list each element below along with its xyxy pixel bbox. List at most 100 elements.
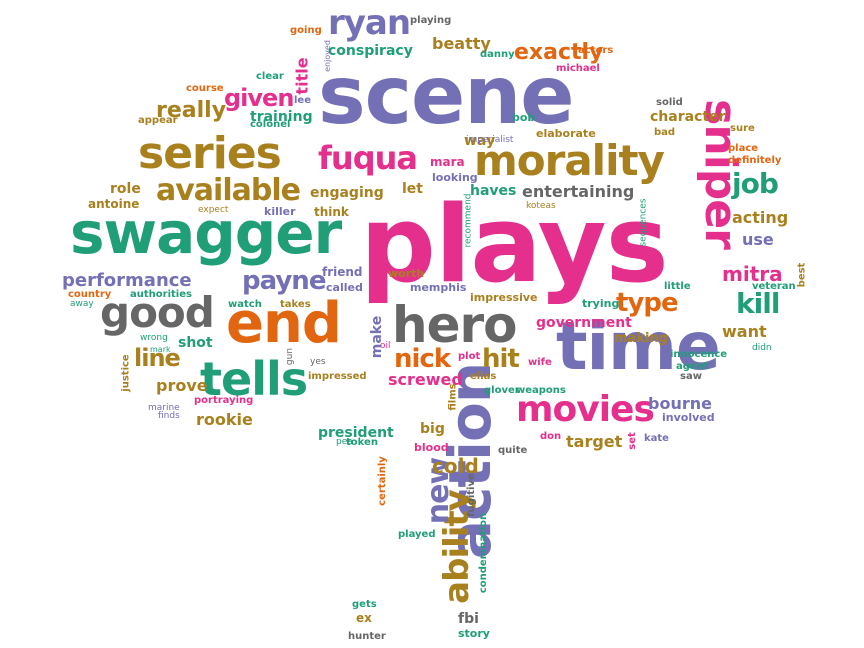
word-scene: scene [318, 49, 575, 142]
word-portraying: portraying [194, 395, 254, 406]
word-elias: elias [470, 371, 497, 382]
word-clear: clear [256, 71, 284, 82]
word-solid: solid [656, 97, 683, 108]
word-glover: glover [484, 385, 520, 396]
word-engaging: engaging [310, 185, 384, 201]
word-place: place [728, 143, 759, 154]
word-wrong: wrong [140, 333, 168, 343]
word-training: training [250, 109, 313, 125]
word-prove: prove [156, 376, 208, 395]
word-kill: kill [736, 287, 780, 320]
word-condemnation: condemnation [478, 512, 490, 594]
word-government: government [536, 315, 632, 331]
word-want: want [722, 322, 767, 341]
word-gun: gun [285, 347, 296, 366]
word-called: called [326, 281, 363, 294]
word-bourne: bourne [648, 394, 712, 413]
word-antoine: antoine [88, 197, 140, 211]
word-going: going [290, 25, 322, 36]
word-koteas: koteas [526, 201, 556, 211]
word-let: let [402, 181, 423, 197]
word-hero: hero [392, 296, 518, 354]
word-played: played [398, 529, 436, 540]
word-lee: lee [294, 95, 311, 106]
word-really: really [156, 98, 227, 123]
word-haves: haves [470, 183, 517, 199]
word-movies: movies [516, 389, 655, 430]
word-time: time [556, 308, 721, 385]
word-colonel: colonel [250, 119, 291, 130]
word-gets: gets [352, 599, 377, 610]
word-bad: bad [654, 127, 676, 138]
word-looking: looking [432, 171, 478, 184]
word-job: job [732, 167, 779, 200]
word-expect: expect [198, 205, 229, 215]
word-beatty: beatty [432, 34, 491, 53]
word-memphis: memphis [410, 281, 467, 294]
word-story: story [458, 627, 490, 640]
word-playing: playing [410, 15, 452, 26]
word-good: good [100, 288, 215, 337]
word-didn: didn [752, 343, 772, 353]
word-way: way [464, 133, 496, 149]
word-nick: nick [394, 344, 451, 374]
word-ryan: ryan [328, 3, 411, 43]
word-fuqua: fuqua [318, 139, 418, 177]
word-mara: mara [430, 155, 465, 169]
word-finds: finds [158, 411, 180, 421]
word-given: given [224, 84, 294, 112]
word-president: president [318, 425, 394, 441]
word-sequences: sequences [638, 198, 649, 247]
word-exactly: exactly [514, 40, 604, 65]
word-make: make [369, 315, 386, 359]
word-quite: quite [498, 445, 528, 456]
word-pea: pea [336, 437, 353, 447]
word-tells: tells [200, 352, 308, 406]
word-fugitive: fugitive [465, 473, 477, 517]
word-impressed: impressed [308, 371, 367, 382]
word-justice: justice [120, 354, 132, 392]
word-plays: plays [360, 183, 669, 306]
word-recommend: recommend [463, 193, 474, 248]
word-title: title [292, 57, 312, 95]
word-course: course [186, 83, 224, 94]
word-big: big [420, 421, 445, 437]
word-acting: acting [732, 208, 789, 227]
word-elaborate: elaborate [536, 127, 596, 140]
word-country: country [68, 289, 112, 300]
word-watch: watch [228, 299, 262, 310]
word-yes: yes [310, 357, 326, 367]
word-imperialist: imperialist [466, 135, 514, 145]
word-marine: marine [148, 403, 180, 413]
word-conspiracy: conspiracy [328, 43, 413, 59]
word-actors: actors [578, 45, 614, 56]
word-wife: wife [528, 357, 552, 368]
word-hit: hit [482, 344, 520, 374]
word-mitra: mitra [722, 262, 783, 286]
word-danny: danny [480, 49, 515, 60]
word-available: available [156, 173, 301, 208]
word-cold: cold [432, 454, 479, 478]
word-hunter: hunter [348, 631, 386, 642]
word-involved: involved [662, 411, 715, 424]
word-michael: michael [556, 63, 600, 74]
word-oil: oil [380, 341, 391, 351]
word-series: series [138, 128, 282, 179]
word-films: films [447, 383, 459, 411]
word-shot: shot [178, 335, 213, 351]
word-appear: appear [138, 115, 178, 126]
word-enjoyed: enjoyed [322, 40, 332, 72]
word-trying: trying [582, 297, 620, 310]
word-impressive: impressive [470, 291, 538, 304]
word-bob: bob [512, 111, 536, 124]
word-little: little [664, 281, 691, 292]
word-payne: payne [242, 266, 326, 296]
word-best: best [796, 262, 808, 288]
word-set: set [626, 432, 638, 450]
word-screwed: screwed [388, 370, 463, 389]
word-sure: sure [730, 123, 755, 134]
word-entertaining: entertaining [522, 182, 635, 201]
word-type: type [616, 288, 679, 318]
word-line: line [134, 344, 181, 372]
